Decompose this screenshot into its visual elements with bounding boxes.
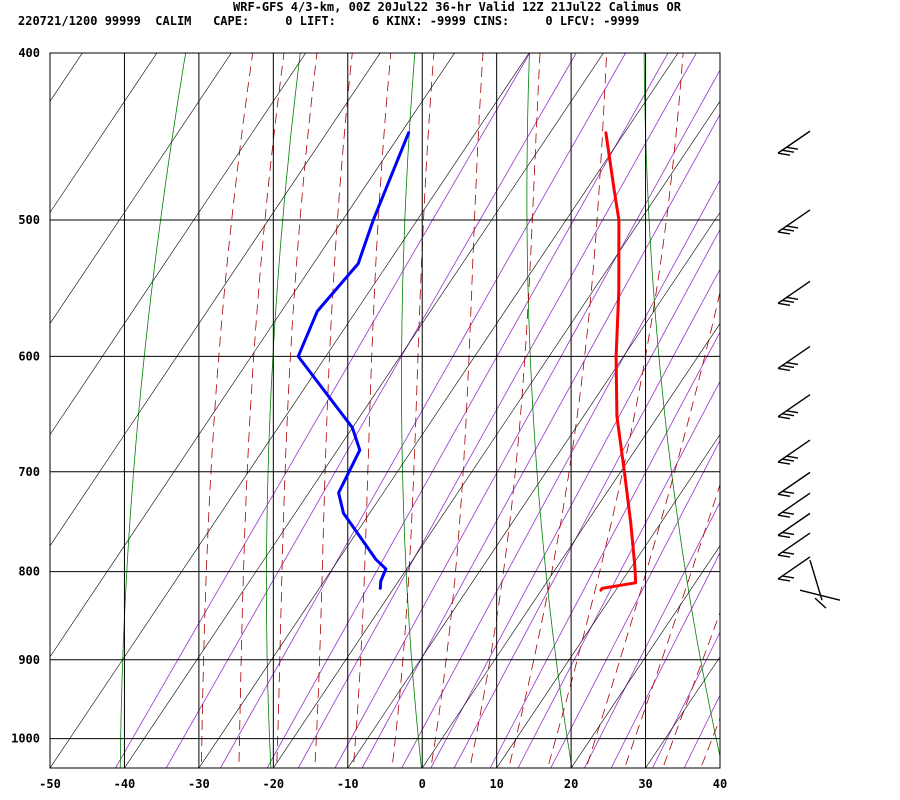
isotherm-line (124, 53, 604, 768)
dry-adiabat-line (643, 53, 720, 759)
wind-barb (777, 280, 811, 306)
isotherm-line (50, 53, 83, 102)
moist-adiabat-line (547, 53, 684, 768)
wind-barbs (777, 130, 841, 609)
wind-barb (777, 439, 811, 465)
mixing-ratio-lines (115, 53, 720, 768)
plot-frame (49, 52, 721, 769)
mixing-ratio-line (610, 551, 720, 768)
isotherm-line (421, 323, 720, 768)
x-tick-label: 10 (489, 777, 503, 791)
isotherm-line (50, 53, 307, 436)
moist-adiabat-line (352, 53, 392, 768)
moist-adiabat-line (238, 53, 285, 768)
y-tick-label: 400 (18, 46, 40, 60)
x-tick-label: -10 (337, 777, 359, 791)
moist-adiabat-line (469, 53, 541, 768)
mixing-ratio-line (489, 331, 720, 768)
stability-indices-line: 220721/1200 99999 CALIM CAPE: 0 LIFT: 6 … (18, 14, 640, 28)
dry-adiabat-line (266, 53, 301, 768)
sounding-traces (296, 131, 638, 592)
y-tick-label: 800 (18, 565, 40, 579)
isotherm-line (719, 767, 720, 768)
dry-adiabat-line (754, 0, 885, 800)
y-tick-label: 900 (18, 653, 40, 667)
isotherm-line (347, 211, 720, 768)
moist-adiabat-line (585, 290, 720, 768)
x-tick-label: 40 (713, 777, 727, 791)
isotherm-line (0, 0, 152, 800)
x-tick-label: -30 (188, 777, 210, 791)
wind-barb (777, 492, 811, 518)
temperature-trace (599, 131, 638, 592)
wind-barb (777, 345, 811, 372)
isotherm-line (496, 434, 720, 768)
chart-title: WRF-GFS 4/3-km, 00Z 20Jul22 36-hr Valid … (233, 0, 681, 14)
wind-barb (799, 559, 841, 609)
mixing-ratio-line (683, 694, 720, 768)
isotherm-line (50, 53, 455, 658)
moist-adiabat-line (314, 53, 353, 768)
isotherm-line (50, 53, 530, 768)
y-tick-labels: 400 500 600 700 800 900 1000 (11, 46, 40, 746)
wind-barb (777, 471, 811, 498)
x-tick-label: -20 (262, 777, 284, 791)
x-tick-label: 20 (564, 777, 578, 791)
isotherm-line (198, 53, 679, 768)
moist-adiabat-line (430, 53, 484, 768)
dewpoint-trace (296, 131, 411, 590)
isotherm-line (272, 100, 720, 768)
grid-lines (49, 52, 721, 768)
moist-adiabat-line (662, 611, 720, 768)
moist-adiabat-line (200, 53, 254, 768)
x-tick-label: 0 (419, 777, 426, 791)
x-tick-label: -50 (39, 777, 61, 791)
mixing-ratio-line (334, 69, 720, 768)
wind-barb (777, 394, 811, 420)
x-tick-label: -40 (114, 777, 136, 791)
isotherm-line (645, 656, 720, 768)
mixing-ratio-line (652, 631, 720, 768)
isotherm-line (50, 53, 158, 214)
mixing-ratio-line (361, 113, 720, 768)
moist-adiabat-line (722, 0, 900, 800)
isotherm-line (50, 53, 381, 547)
wind-barb (777, 512, 811, 539)
mixing-ratio-line (583, 501, 720, 768)
mixing-ratio-line (430, 228, 720, 768)
moist-adiabat-line (276, 53, 318, 768)
wind-barb (777, 209, 811, 235)
isotherm-line (570, 545, 720, 768)
x-tick-labels: -50 -40 -30 -20 -10 0 10 20 30 40 (39, 777, 727, 791)
moist-adiabats (200, 0, 900, 800)
dry-adiabat-line (859, 0, 900, 800)
mixing-ratio-line (550, 439, 720, 768)
x-tick-label: 30 (638, 777, 652, 791)
mixing-ratio-line (401, 179, 720, 768)
y-tick-label: 700 (18, 465, 40, 479)
wind-barb (777, 130, 811, 156)
mixing-ratio-line (517, 380, 720, 768)
wind-barb (777, 532, 811, 558)
y-tick-label: 600 (18, 349, 40, 363)
y-tick-label: 1000 (11, 732, 40, 746)
moist-adiabat-line (624, 483, 720, 768)
mixing-ratio-line (266, 53, 669, 768)
mixing-ratio-line (297, 53, 697, 768)
dry-adiabat-line (119, 53, 187, 768)
moist-adiabat-line (391, 53, 435, 768)
wind-barb (777, 556, 811, 582)
y-tick-label: 500 (18, 213, 40, 227)
dry-adiabats (119, 0, 900, 800)
